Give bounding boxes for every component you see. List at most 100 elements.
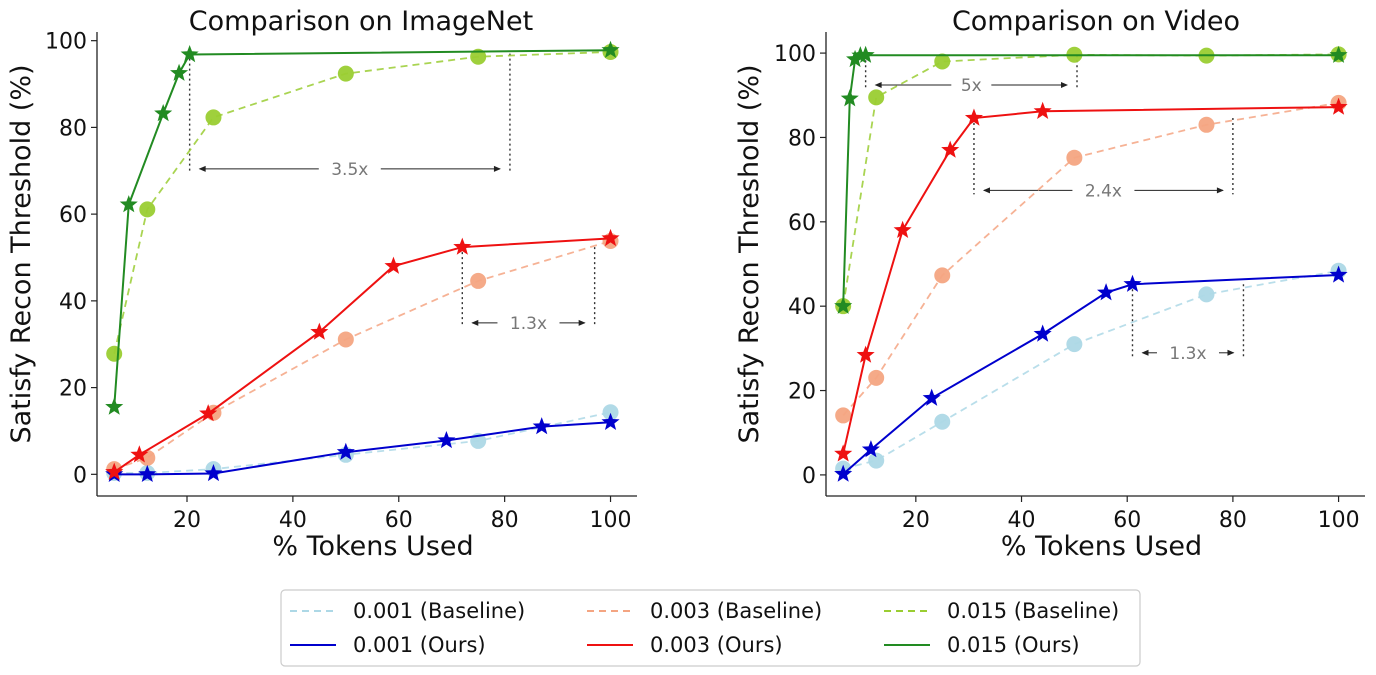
imagenet-annotation-label: 1.3x (510, 314, 547, 334)
imagenet-annotation-arrowhead-left (471, 319, 479, 326)
imagenet-line-0-015-ours (113, 49, 611, 408)
video-point-0-001-ours (1097, 283, 1116, 301)
imagenet-y-tick-label: 100 (45, 30, 87, 55)
imagenet-series-0-001-ours (105, 412, 620, 482)
video-chart-title: Comparison on Video (952, 6, 1240, 37)
imagenet-point-0-001-baseline (602, 404, 619, 421)
imagenet-line-0-003-ours (113, 237, 611, 473)
video-point-0-003-ours (941, 140, 960, 158)
video-series-0-001-baseline (835, 262, 1347, 477)
video-point-0-003-ours (1033, 101, 1052, 119)
video-point-0-001-baseline (868, 452, 885, 469)
video-point-0-015-ours (846, 49, 865, 68)
imagenet-y-axis-label: Satisfy Recon Threshold (%) (6, 64, 37, 443)
video-point-0-001-ours (1329, 265, 1348, 283)
imagenet-chart-title: Comparison on ImageNet (189, 6, 533, 37)
video-point-0-003-ours (964, 108, 983, 126)
video-x-tick-label: 80 (1219, 508, 1247, 533)
imagenet-annotation-label: 3.5x (331, 160, 368, 180)
legend-item-0-015-baseline: 0.015 (Baseline) (884, 599, 1119, 623)
video-x-tick-label: 100 (1318, 508, 1360, 533)
imagenet-point-0-015-ours (154, 104, 173, 122)
legend-item-0-015-ours: 0.015 (Ours) (884, 633, 1080, 657)
video-point-0-001-baseline (934, 413, 951, 430)
legend-item-0-001-ours: 0.001 (Ours) (290, 633, 486, 657)
imagenet-x-tick-label: 100 (590, 508, 632, 533)
video-annotation-arrowhead-right (1227, 349, 1235, 356)
video-series-0-003-ours (834, 97, 1348, 462)
video-point-0-015-baseline (934, 53, 951, 70)
video-series-0-001-ours (834, 265, 1348, 482)
video-point-0-015-ours (840, 89, 859, 107)
imagenet-annotation-arrowhead-right (578, 319, 586, 326)
video-line-0-003-baseline (842, 101, 1339, 417)
imagenet-point-0-003-baseline (470, 272, 487, 289)
imagenet-x-tick-label: 20 (173, 508, 201, 533)
legend-box (280, 589, 1141, 667)
imagenet-point-0-001-ours (336, 442, 355, 460)
legend-item-0-003-baseline: 0.003 (Baseline) (587, 599, 822, 623)
video-point-0-001-ours (861, 440, 880, 458)
video-point-0-015-baseline (868, 89, 885, 106)
video-y-tick-label: 0 (802, 464, 816, 489)
imagenet-point-0-001-ours (532, 417, 551, 435)
legend-label: 0.015 (Ours) (947, 633, 1080, 657)
video-y-axis-label: Satisfy Recon Threshold (%) (734, 64, 765, 443)
video-y-tick-label: 40 (788, 295, 816, 320)
video-series-0-015-baseline (835, 46, 1347, 315)
imagenet-point-0-001-ours (601, 412, 620, 430)
video-series-0-015-ours (834, 45, 1348, 314)
video-annotation-arrowhead-left (874, 81, 882, 88)
imagenet-line-0-001-baseline (114, 411, 611, 474)
video-point-0-003-baseline (835, 407, 852, 424)
imagenet-x-tick-label: 80 (491, 508, 519, 533)
imagenet-point-0-003-ours (199, 404, 218, 422)
video-x-tick-label: 60 (1113, 508, 1141, 533)
imagenet-point-0-015-baseline (337, 65, 354, 82)
imagenet-point-0-003-ours (105, 462, 124, 480)
video-series-0-003-baseline (835, 94, 1347, 424)
video-annotation-label: 2.4x (1085, 181, 1122, 201)
video-annotation-label: 5x (961, 76, 982, 96)
imagenet-point-0-015-ours (119, 195, 138, 213)
imagenet-point-0-015-ours (105, 397, 124, 415)
imagenet-y-tick-label: 40 (59, 290, 87, 315)
legend-label: 0.015 (Baseline) (947, 599, 1119, 623)
imagenet-point-0-001-ours (204, 463, 223, 482)
video-point-0-003-baseline (868, 369, 885, 386)
video-point-0-015-ours (856, 45, 875, 63)
video-annotation-label: 1.3x (1169, 344, 1206, 364)
video-annotation-arrowhead-left (982, 187, 990, 194)
legend: 0.001 (Baseline) 0.003 (Baseline) 0.015 (B… (280, 589, 1141, 667)
imagenet-point-0-003-ours (310, 322, 329, 340)
video-line-0-003-ours (842, 106, 1339, 455)
imagenet-point-0-001-ours (138, 464, 157, 482)
video-y-tick-label: 100 (774, 42, 816, 67)
video-point-0-003-ours (1329, 97, 1348, 115)
imagenet-y-tick-label: 60 (59, 203, 87, 228)
video-point-0-001-ours (1033, 324, 1052, 342)
imagenet-point-0-003-ours (130, 445, 149, 463)
video-point-0-015-ours (1329, 45, 1348, 63)
imagenet-series-0-003-baseline (106, 233, 619, 478)
video-line-0-001-baseline (842, 269, 1339, 470)
video-x-tick-label: 40 (1008, 508, 1036, 533)
video-y-tick-label: 80 (788, 126, 816, 151)
imagenet-chart: Comparison on ImageNet 20 40 60 80 100 0 20 40 60… (6, 6, 637, 562)
video-line-0-015-baseline (842, 53, 1339, 307)
imagenet-point-0-015-baseline (106, 345, 123, 362)
imagenet-point-0-015-baseline (470, 48, 487, 65)
legend-item-0-003-ours: 0.003 (Ours) (587, 633, 783, 657)
imagenet-point-0-015-baseline (139, 201, 156, 218)
video-y-tick-label: 20 (788, 380, 816, 405)
video-point-0-003-baseline (1198, 116, 1215, 133)
imagenet-series-0-001-baseline (106, 404, 619, 482)
video-x-axis-label: % Tokens Used (1001, 531, 1202, 562)
imagenet-series-0-015-ours (105, 40, 620, 415)
video-point-0-003-baseline (934, 267, 951, 284)
video-point-0-001-baseline (1066, 336, 1083, 353)
legend-item-0-001-baseline: 0.001 (Baseline) (290, 599, 525, 623)
video-y-tick-label: 60 (788, 211, 816, 236)
video-point-0-001-ours (1123, 274, 1142, 292)
